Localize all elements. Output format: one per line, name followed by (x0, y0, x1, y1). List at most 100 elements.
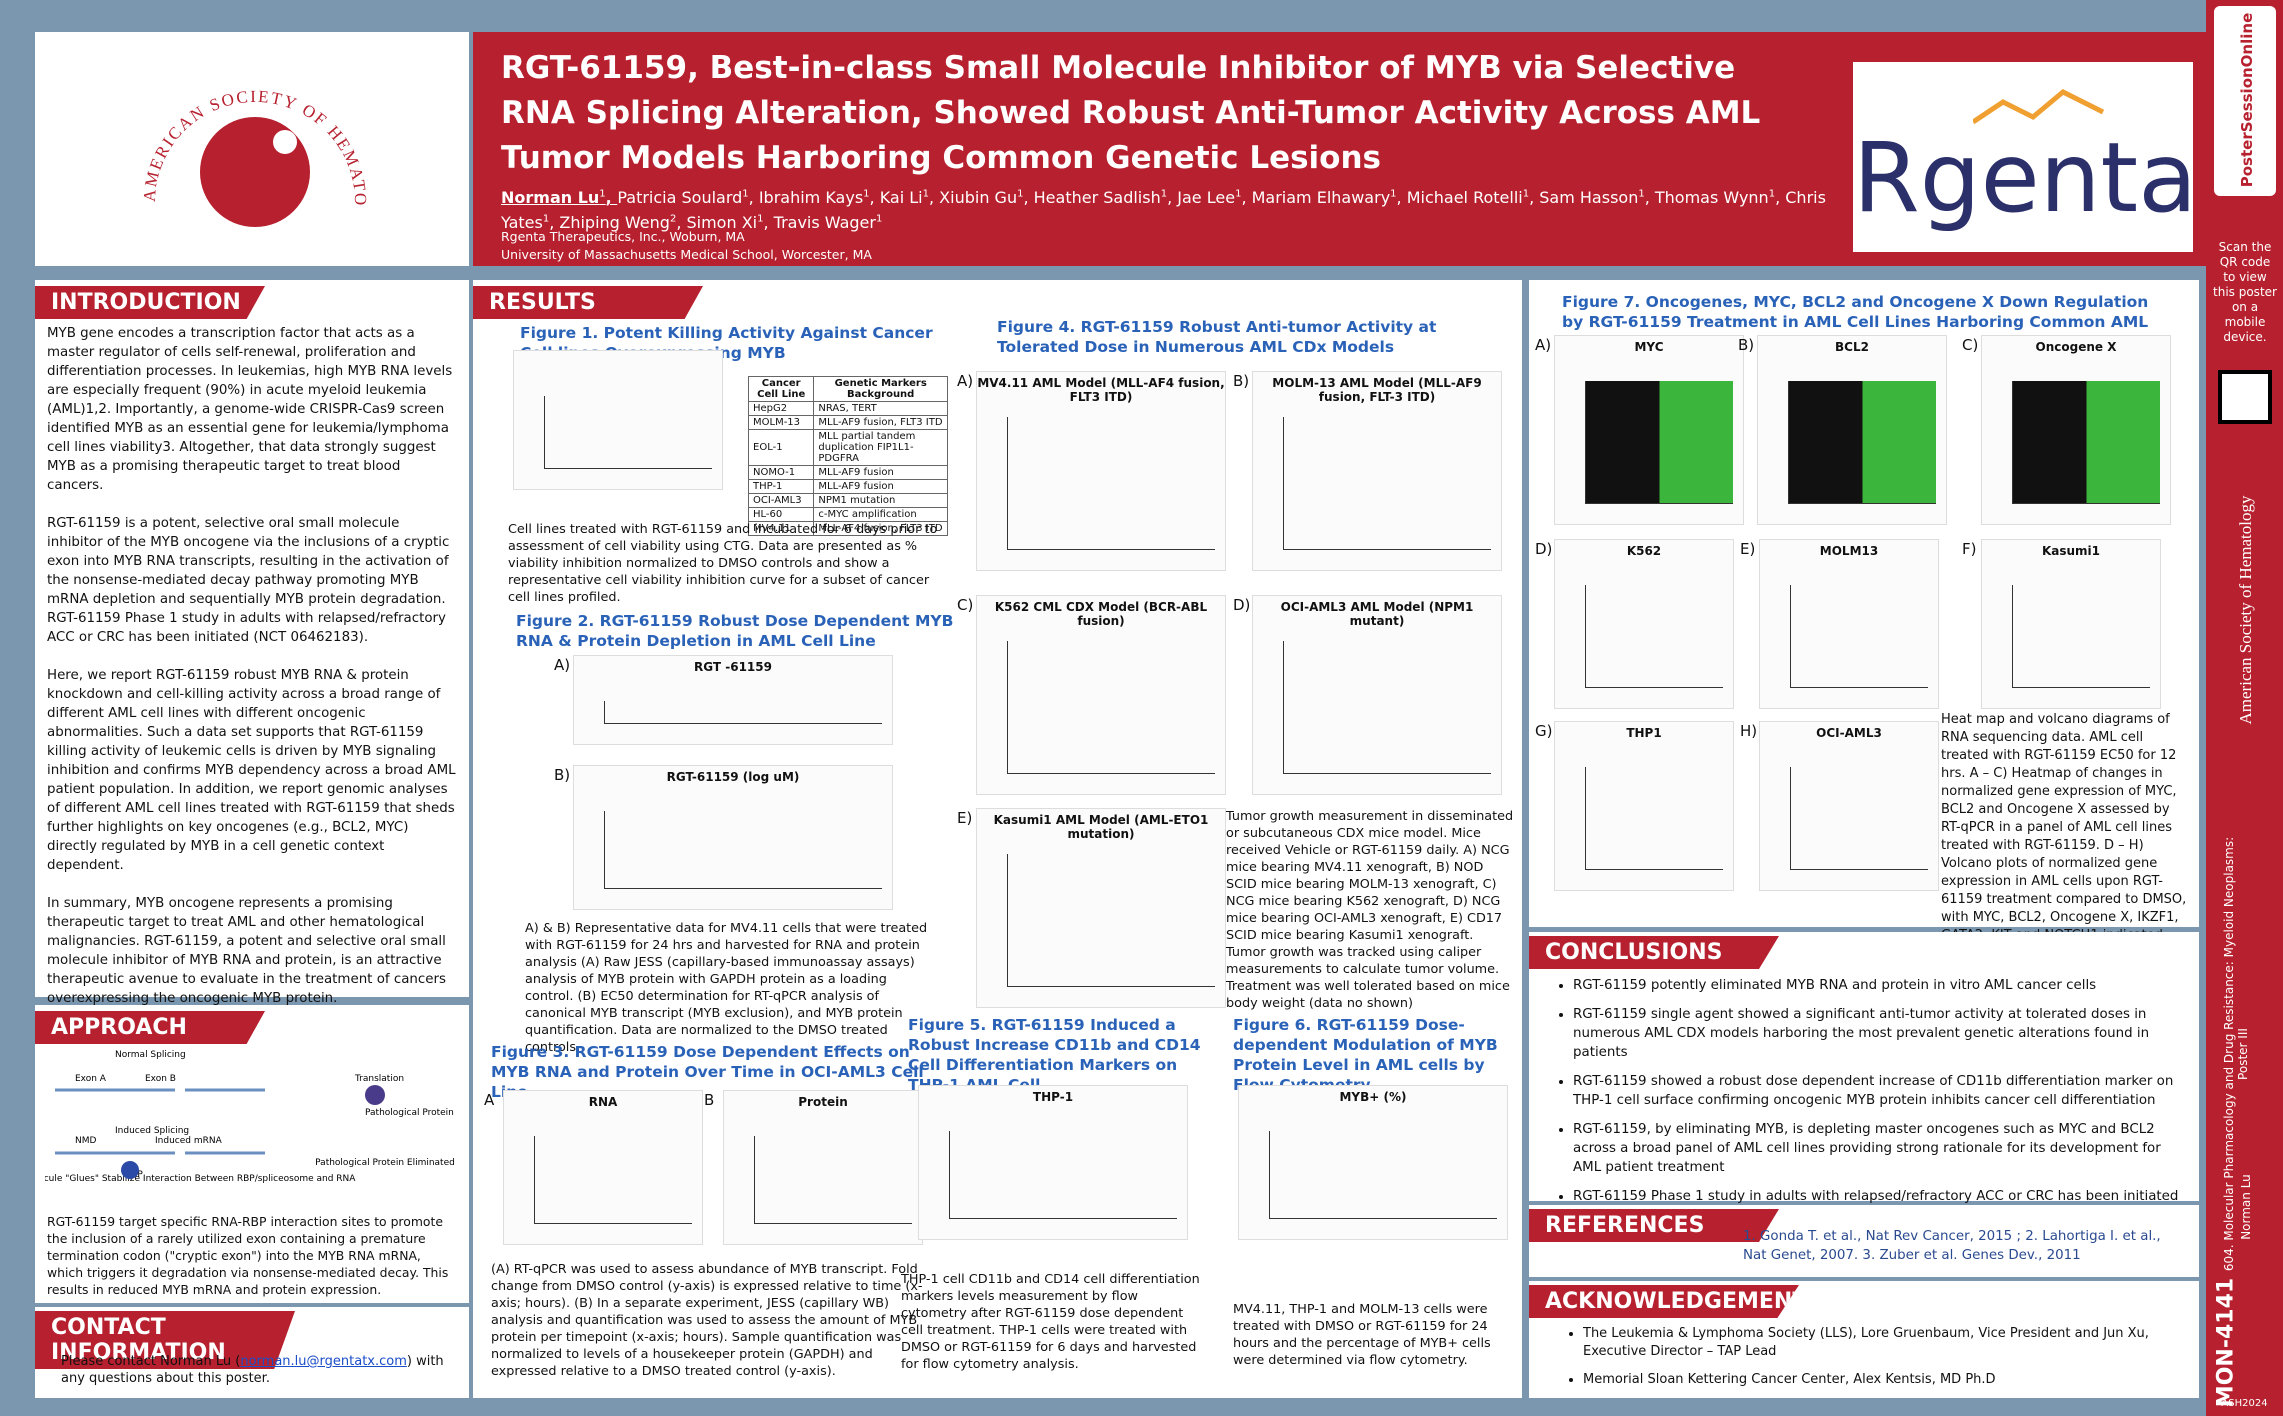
author: Jae Lee1, (1177, 188, 1252, 208)
axes (1585, 767, 1723, 870)
axes (544, 396, 712, 469)
logo-dot (273, 130, 297, 154)
sidebar: PosterSessionOnline Scan the QR code to … (2206, 0, 2283, 1416)
author-aff: 1 (1390, 189, 1397, 200)
panel-label: F) (1962, 540, 1977, 558)
contact-after: ) with any questions about this poster. (61, 1354, 444, 1386)
intro-paragraph: RGT-61159 is a potent, selective oral sm… (47, 516, 450, 645)
poster-id: MON-4141 (2213, 1277, 2239, 1408)
chart-panel: A RNA (484, 1090, 703, 1245)
figure-title: Figure 6. RGT-61159 Dose-dependent Modul… (1233, 1016, 1498, 1094)
table-cell: MLL-AF9 fusion (813, 465, 948, 480)
section-heading: ACKNOWLEDGEMENT (1529, 1285, 1799, 1318)
panel-title: THP1 (1626, 726, 1662, 740)
axes (1790, 767, 1928, 870)
section-heading: CONCLUSIONS (1529, 936, 1779, 969)
author-aff: 1 (742, 189, 749, 200)
diagram-label: Normal Splicing (115, 1050, 186, 1060)
author-aff: 1 (1522, 189, 1530, 200)
axes (1269, 1131, 1497, 1219)
table-row: HL-60 c-MYC amplification (747, 507, 948, 522)
panel-title: MOLM13 (1819, 544, 1879, 558)
panel-label: A) (554, 656, 571, 674)
ack-item: The Leukemia & Lymphoma Society (LLS), L… (1583, 1325, 2161, 1361)
figure-caption: Tumor growth measurement in disseminated… (1226, 809, 1514, 1011)
society-logo: AMERICAN SOCIETY OF HEMATOLOGY (28, 17, 469, 266)
figure-caption: THP-1 cell CD11b and CD14 cell different… (901, 1272, 1200, 1372)
panel-title: MYC (1634, 340, 1664, 354)
reference-text: 1. Gonda T. et al., Nat Rev Cancer, 2015… (1743, 1229, 2161, 1263)
axes (1007, 854, 1215, 987)
panel-label: D) (1535, 540, 1553, 558)
panel-title: K562 (1626, 544, 1662, 558)
conclusion-item: RGT-61159, by eliminating MYB, is deplet… (1573, 1120, 2181, 1177)
panel-title: MV4.11 AML Model (MLL-AF4 fusion, FLT3 I… (977, 376, 1225, 404)
axes (604, 701, 882, 724)
header: RGT-61159, Best-in-class Small Molecule … (473, 32, 2206, 266)
table-row: MOLM-13 MLL-AF9 fusion, FLT3 ITD (747, 415, 948, 430)
figure-7: Figure 7. Oncogenes, MYC, BCL2 and Oncog… (1529, 280, 2199, 943)
title: RGT-61159, Best-in-class Small Molecule … (501, 50, 1761, 176)
author: Chris Yates1, (501, 188, 1826, 232)
axes (604, 811, 882, 889)
panel-label: D) (1233, 596, 1251, 614)
approach-diagram: Normal Splicing Exon A Exon B Translation Pa… (45, 1050, 455, 1184)
panel-label: C) (957, 596, 974, 614)
brand-box: PosterSessionOnline (2214, 6, 2276, 196)
author-aff: 2 (669, 213, 677, 225)
panel-label: C) (1962, 336, 1979, 354)
panel-title: Oncogene X (2035, 340, 2117, 354)
chart-panel: G) THP1 (1535, 721, 1734, 891)
panel-label: A) (1535, 336, 1552, 354)
author: Michael Rotelli1, (1406, 188, 1540, 208)
author: Xiubin Gu1, (939, 188, 1034, 208)
chart-panel: C) K562 CML CDX Model (BCR-ABL fusion) (957, 595, 1226, 795)
qr-text: Scan the QR code to view this poster on … (2213, 240, 2277, 344)
figure-title: Figure 5. RGT-61159 Induced a Robust Inc… (908, 1016, 1201, 1094)
panel-title: MOLM-13 AML Model (MLL-AF9 fusion, FLT-3… (1272, 376, 1482, 404)
axes (1007, 641, 1215, 774)
panel-title: Kasumi1 AML Model (AML-ETO1 mutation) (993, 813, 1209, 841)
axes (1788, 381, 1936, 504)
sidebar-author: Norman Lu (2239, 1174, 2253, 1240)
chart-panel: B Protein (704, 1090, 923, 1245)
panel-title: THP-1 (1032, 1090, 1074, 1104)
company-name: Rgenta (1853, 122, 2198, 234)
author: Thomas Wynn1, (1654, 188, 1786, 208)
author: Travis Wager1 (774, 213, 883, 232)
panel-label: E) (957, 809, 973, 827)
table-cell: NOMO-1 (747, 465, 815, 480)
results: RESULTS Figure 1. Potent Killing Activit… (473, 280, 1522, 1398)
panel-label: H) (1740, 722, 1758, 740)
diagram-label: Induced Splicing (115, 1126, 189, 1136)
intro-paragraph: MYB gene encodes a transcription factor … (47, 326, 453, 493)
panel-label: E) (1740, 540, 1756, 558)
panel-title: MYB+ (%) (1339, 1090, 1407, 1104)
author-name: Chris Yates (501, 188, 1826, 232)
introduction: INTRODUCTION MYB gene encodes a transcri… (35, 280, 469, 1006)
brand: PosterSessionOnline (2238, 12, 2256, 188)
affiliation: Rgenta Therapeutics, Inc., Woburn, MA (501, 229, 745, 244)
chart-panel: B) RGT-61159 (log uM) (554, 765, 893, 910)
author: Simon Xi1, (686, 212, 774, 232)
axes (949, 1131, 1177, 1219)
author-name: Xiubin Gu (939, 188, 1018, 208)
intro-text: MYB gene encodes a transcription factor … (47, 324, 459, 1027)
author: Norman Lu1, (501, 188, 618, 208)
chart-panel: A) MYC (1535, 335, 1744, 525)
contact: CONTACT INFORMATION Please contact Norma… (35, 1307, 469, 1398)
table-cell: MLL-AF4 fusion, FLT3 ITD (813, 521, 948, 536)
panel-title: RGT -61159 (694, 660, 772, 674)
author-aff: 1 (1638, 189, 1645, 200)
panel-title: OCI-AML3 AML Model (NPM1 mutant) (1280, 600, 1474, 628)
table-cell: EOL-1 (747, 429, 815, 466)
diagram-label: Induced mRNA (155, 1136, 223, 1146)
figure-caption: Heat map and volcano diagrams of RNA seq… (1941, 712, 2187, 943)
panel-title: BCL2 (1835, 340, 1869, 354)
contact-email[interactable]: norman.lu@rgentatx.com (240, 1354, 407, 1369)
meeting: ASH2024 (2221, 1398, 2268, 1409)
author: Zhiping Weng2, (559, 212, 687, 232)
author: Mariam Elhawary1, (1251, 188, 1407, 208)
panel-label: A) (957, 372, 974, 390)
table-row: OCI-AML3 NPM1 mutation (747, 493, 948, 508)
